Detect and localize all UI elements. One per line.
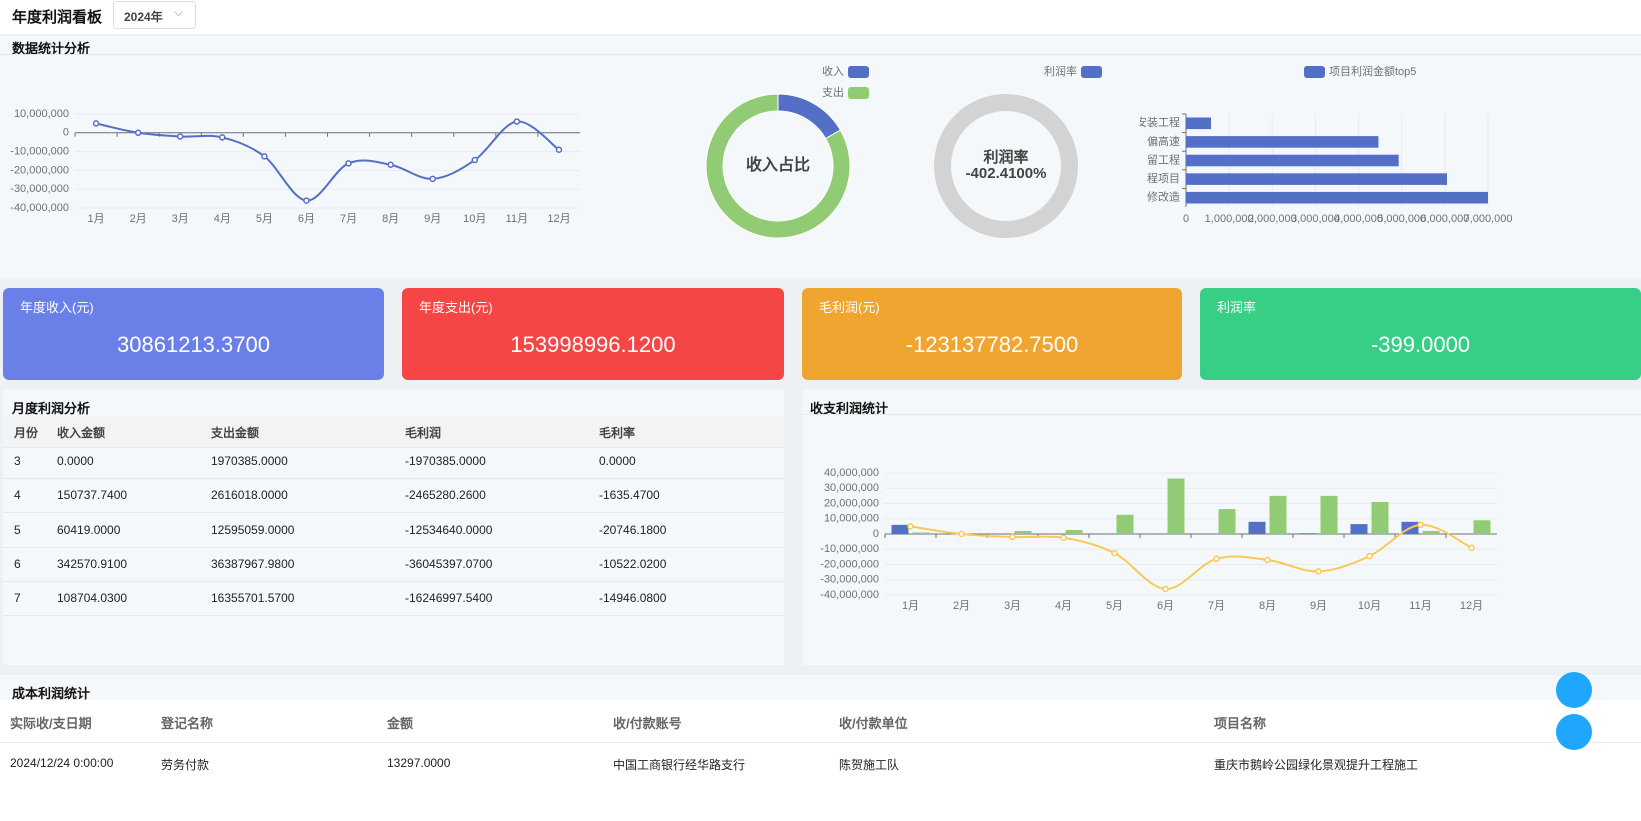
section-title: 月度利润分析	[12, 401, 91, 416]
row-divider	[3, 615, 784, 616]
table-cell: 12595059.0000	[211, 523, 295, 537]
row-divider	[3, 512, 784, 513]
section-title: 成本利润统计	[12, 686, 91, 701]
table-cell: 4	[14, 488, 21, 502]
divider	[0, 742, 1641, 743]
kpi-value: 153998996.1200	[510, 332, 676, 357]
table-cell: 中国工商银行经华路支行	[613, 758, 746, 772]
table-cell: -10522.0200	[599, 557, 667, 571]
table-cell: -36045397.0700	[405, 557, 493, 571]
table-cell: 重庆市鹅岭公园绿化景观提升工程施工	[1214, 758, 1419, 772]
kpi-value: -123137782.7500	[905, 332, 1079, 357]
float-button[interactable]	[1556, 714, 1592, 750]
table-header-bg	[3, 416, 784, 448]
kpi-card: 年度收入(元) 30861213.3700	[3, 288, 384, 380]
table-header: 收/付款单位	[839, 716, 908, 731]
table-cell: -12534640.0000	[405, 523, 493, 537]
header-bar	[0, 0, 1641, 34]
divider	[802, 414, 1641, 415]
kpi-label: 年度支出(元)	[419, 300, 493, 315]
cost-table-bg	[0, 700, 1641, 821]
table-cell: 150737.7400	[57, 488, 128, 502]
table-cell: 60419.0000	[57, 523, 121, 537]
table-cell: 16355701.5700	[211, 591, 295, 605]
table-header: 登记名称	[161, 716, 214, 731]
section-title: 数据统计分析	[12, 41, 91, 56]
table-cell: 6	[14, 557, 21, 571]
table-cell: 5	[14, 523, 21, 537]
table-cell: -14946.0800	[599, 591, 667, 605]
table-cell: 劳务付款	[161, 758, 210, 772]
table-cell: -20746.1800	[599, 523, 667, 537]
row-divider	[3, 581, 784, 582]
table-cell: 陈贺施工队	[839, 758, 900, 772]
table-cell: -2465280.2600	[405, 488, 486, 502]
dropdown-arrow: ⌵	[174, 5, 184, 19]
table-header: 毛利润	[405, 426, 442, 440]
kpi-label: 毛利润(元)	[819, 300, 880, 315]
table-cell: -16246997.5400	[405, 591, 493, 605]
combo-panel	[802, 390, 1641, 665]
kpi-value: -399.0000	[1370, 332, 1471, 357]
table-cell: 1970385.0000	[211, 454, 288, 468]
table-cell: -1970385.0000	[405, 454, 486, 468]
table-header: 实际收/支日期	[10, 716, 92, 731]
kpi-card: 利润率 -399.0000	[1200, 288, 1641, 380]
table-cell: 13297.0000	[387, 756, 451, 770]
table-cell: 0.0000	[599, 454, 636, 468]
table-header: 收入金额	[57, 426, 106, 440]
kpi-card: 毛利润(元) -123137782.7500	[802, 288, 1182, 380]
table-cell: 108704.0300	[57, 591, 128, 605]
kpi-label: 年度收入(元)	[20, 300, 94, 315]
table-header: 项目名称	[1214, 716, 1267, 731]
stats-panel	[0, 36, 1641, 278]
kpi-card: 年度支出(元) 153998996.1200	[402, 288, 784, 380]
table-cell: -1635.4700	[599, 488, 660, 502]
table-cell: 342570.9100	[57, 557, 128, 571]
table-header: 月份	[14, 426, 39, 440]
table-header: 金额	[387, 716, 414, 731]
year-select[interactable]: 2024年 ⌵	[113, 1, 196, 29]
table-cell: 36387967.9800	[211, 557, 295, 571]
row-divider	[3, 547, 784, 548]
divider	[0, 54, 1641, 55]
table-cell: 3	[14, 454, 21, 468]
year-value: 2024年	[124, 10, 163, 24]
float-button[interactable]	[1556, 672, 1592, 708]
table-cell: 0.0000	[57, 454, 94, 468]
table-header: 收/付款账号	[613, 716, 682, 731]
row-divider	[3, 478, 784, 479]
section-title: 收支利润统计	[810, 401, 889, 416]
table-cell: 2024/12/24 0:00:00	[10, 756, 114, 770]
table-header: 毛利率	[599, 426, 636, 440]
kpi-value: 30861213.3700	[117, 332, 270, 357]
table-cell: 7	[14, 591, 21, 605]
page-title: 年度利润看板	[12, 9, 103, 26]
kpi-label: 利润率	[1217, 300, 1257, 315]
table-cell: 2616018.0000	[211, 488, 288, 502]
row-divider	[3, 447, 784, 448]
table-header: 支出金额	[211, 426, 260, 440]
